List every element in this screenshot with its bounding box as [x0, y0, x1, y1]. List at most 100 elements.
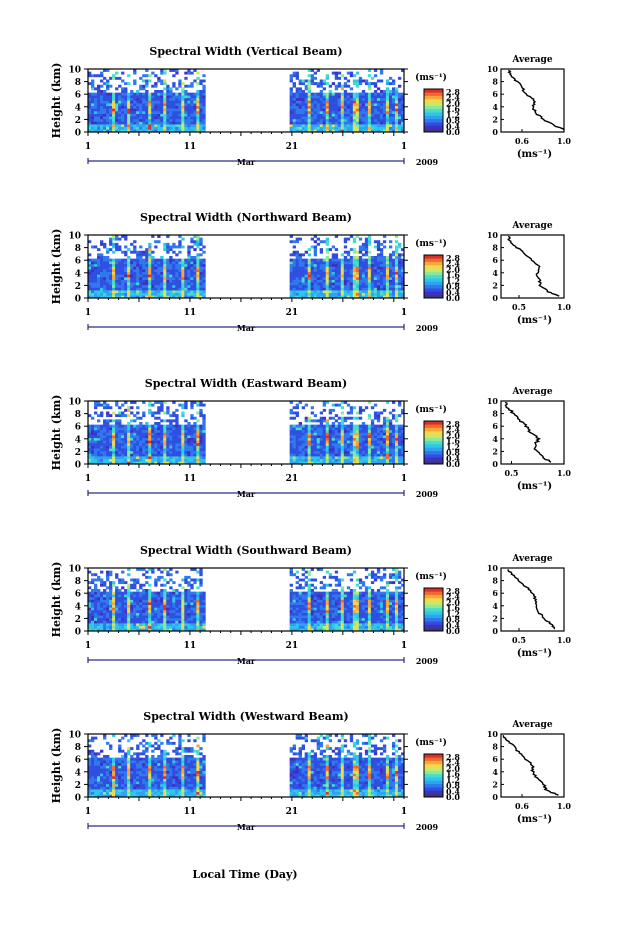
- heatmap-cell: [118, 610, 122, 613]
- heatmap-cell: [391, 274, 396, 278]
- heatmap-cell: [349, 450, 354, 454]
- heatmap-cell: [154, 458, 158, 462]
- heatmap-cell: [382, 271, 387, 275]
- heatmap-cell: [361, 111, 366, 114]
- heatmap-cell: [310, 453, 315, 457]
- heatmap-cell: [97, 440, 101, 444]
- heatmap-cell: [313, 440, 318, 444]
- heatmap-cell: [160, 274, 164, 278]
- heatmap-cell: [118, 617, 122, 621]
- heatmap-cell: [130, 440, 134, 444]
- heatmap-cell: [121, 586, 125, 590]
- heatmap-cell: [112, 445, 116, 449]
- heatmap-cell: [307, 290, 312, 294]
- heatmap-cell: [391, 87, 396, 91]
- heatmap-cell: [199, 240, 203, 244]
- heatmap-cell: [97, 453, 101, 457]
- heatmap-cell: [289, 235, 293, 238]
- heatmap-cell: [379, 429, 384, 433]
- heatmap-cell: [334, 440, 339, 444]
- heatmap-cell: [118, 271, 122, 275]
- heatmap-cell: [346, 443, 351, 446]
- heatmap-cell: [322, 279, 327, 283]
- heatmap-cell: [292, 250, 296, 254]
- chart-panel-1: Spectral Width (Vertical Beam)0246810Hei…: [50, 45, 571, 167]
- heatmap-cell: [376, 92, 381, 96]
- heatmap-cell: [202, 263, 206, 267]
- heatmap-cell: [118, 615, 122, 619]
- heatmap-cell: [202, 111, 206, 114]
- heatmap-cell: [172, 95, 176, 99]
- heatmap-cell: [340, 269, 345, 273]
- heatmap-cell: [325, 448, 330, 452]
- heatmap-cell: [181, 121, 185, 125]
- heatmap-cell: [97, 450, 101, 454]
- heatmap-cell: [187, 450, 191, 454]
- heatmap-cell: [304, 456, 308, 460]
- heatmap-cell: [103, 295, 107, 299]
- heatmap-cell: [136, 271, 140, 275]
- heatmap-cell: [127, 287, 131, 291]
- heatmap-cell: [142, 620, 146, 624]
- heatmap-cell: [352, 458, 357, 462]
- heatmap-cell: [325, 74, 330, 78]
- heatmap-cell: [199, 82, 203, 86]
- heatmap-cell: [346, 295, 351, 299]
- heatmap-cell: [301, 79, 305, 83]
- heatmap-cell: [94, 432, 98, 436]
- heatmap-cell: [196, 458, 200, 462]
- heatmap-cell: [118, 591, 122, 595]
- heatmap-cell: [298, 108, 302, 112]
- heatmap-cell: [331, 290, 336, 294]
- heatmap-cell: [289, 92, 293, 96]
- heatmap-cell: [175, 277, 179, 280]
- heatmap-cell: [391, 448, 396, 452]
- heatmap-cell: [295, 443, 299, 446]
- heatmap-cell: [109, 599, 113, 603]
- heatmap-cell: [94, 97, 98, 101]
- heatmap-cell: [184, 116, 188, 120]
- heatmap-cell: [202, 432, 206, 436]
- heatmap-cell: [94, 599, 98, 603]
- heatmap-cell: [136, 274, 140, 278]
- heatmap-cell: [151, 105, 155, 109]
- heatmap-cell: [343, 429, 348, 433]
- heatmap-cell: [166, 105, 170, 109]
- heatmap-cell: [322, 403, 327, 407]
- heatmap-cell: [364, 263, 369, 267]
- heatmap-cell: [400, 248, 405, 252]
- heatmap-cell: [187, 258, 191, 262]
- heatmap-cell: [385, 422, 390, 425]
- heatmap-cell: [316, 453, 321, 457]
- heatmap-cell: [292, 432, 296, 436]
- heatmap-cell: [349, 290, 354, 294]
- heatmap-cell: [157, 129, 161, 133]
- heatmap-cell: [169, 290, 173, 294]
- colorbar-tick-label: 0.0: [446, 127, 460, 137]
- heatmap-cell: [142, 617, 146, 621]
- heatmap-cell: [121, 111, 125, 114]
- heatmap-cell: [391, 445, 396, 449]
- heatmap-cell: [190, 266, 194, 270]
- heatmap-cell: [295, 97, 299, 101]
- heatmap-cell: [121, 612, 125, 616]
- heatmap-cell: [316, 443, 321, 446]
- heatmap-cell: [151, 443, 155, 446]
- heatmap-cell: [334, 448, 339, 452]
- heatmap-cell: [340, 277, 345, 280]
- heatmap-cell: [94, 596, 98, 600]
- heatmap-cell: [154, 118, 158, 122]
- heatmap-cell: [388, 440, 393, 444]
- heatmap-cell: [301, 100, 305, 104]
- heatmap-cell: [139, 602, 143, 606]
- heatmap-cell: [298, 401, 302, 404]
- heatmap-cell: [124, 111, 128, 114]
- heatmap-cell: [163, 105, 167, 109]
- heatmap-cell: [181, 279, 185, 283]
- heatmap-cell: [325, 461, 330, 465]
- heatmap-cell: [196, 284, 200, 288]
- heatmap-cell: [178, 284, 182, 288]
- heatmap-cell: [292, 279, 296, 283]
- heatmap-cell: [358, 282, 363, 286]
- month-label: Mar: [237, 323, 256, 333]
